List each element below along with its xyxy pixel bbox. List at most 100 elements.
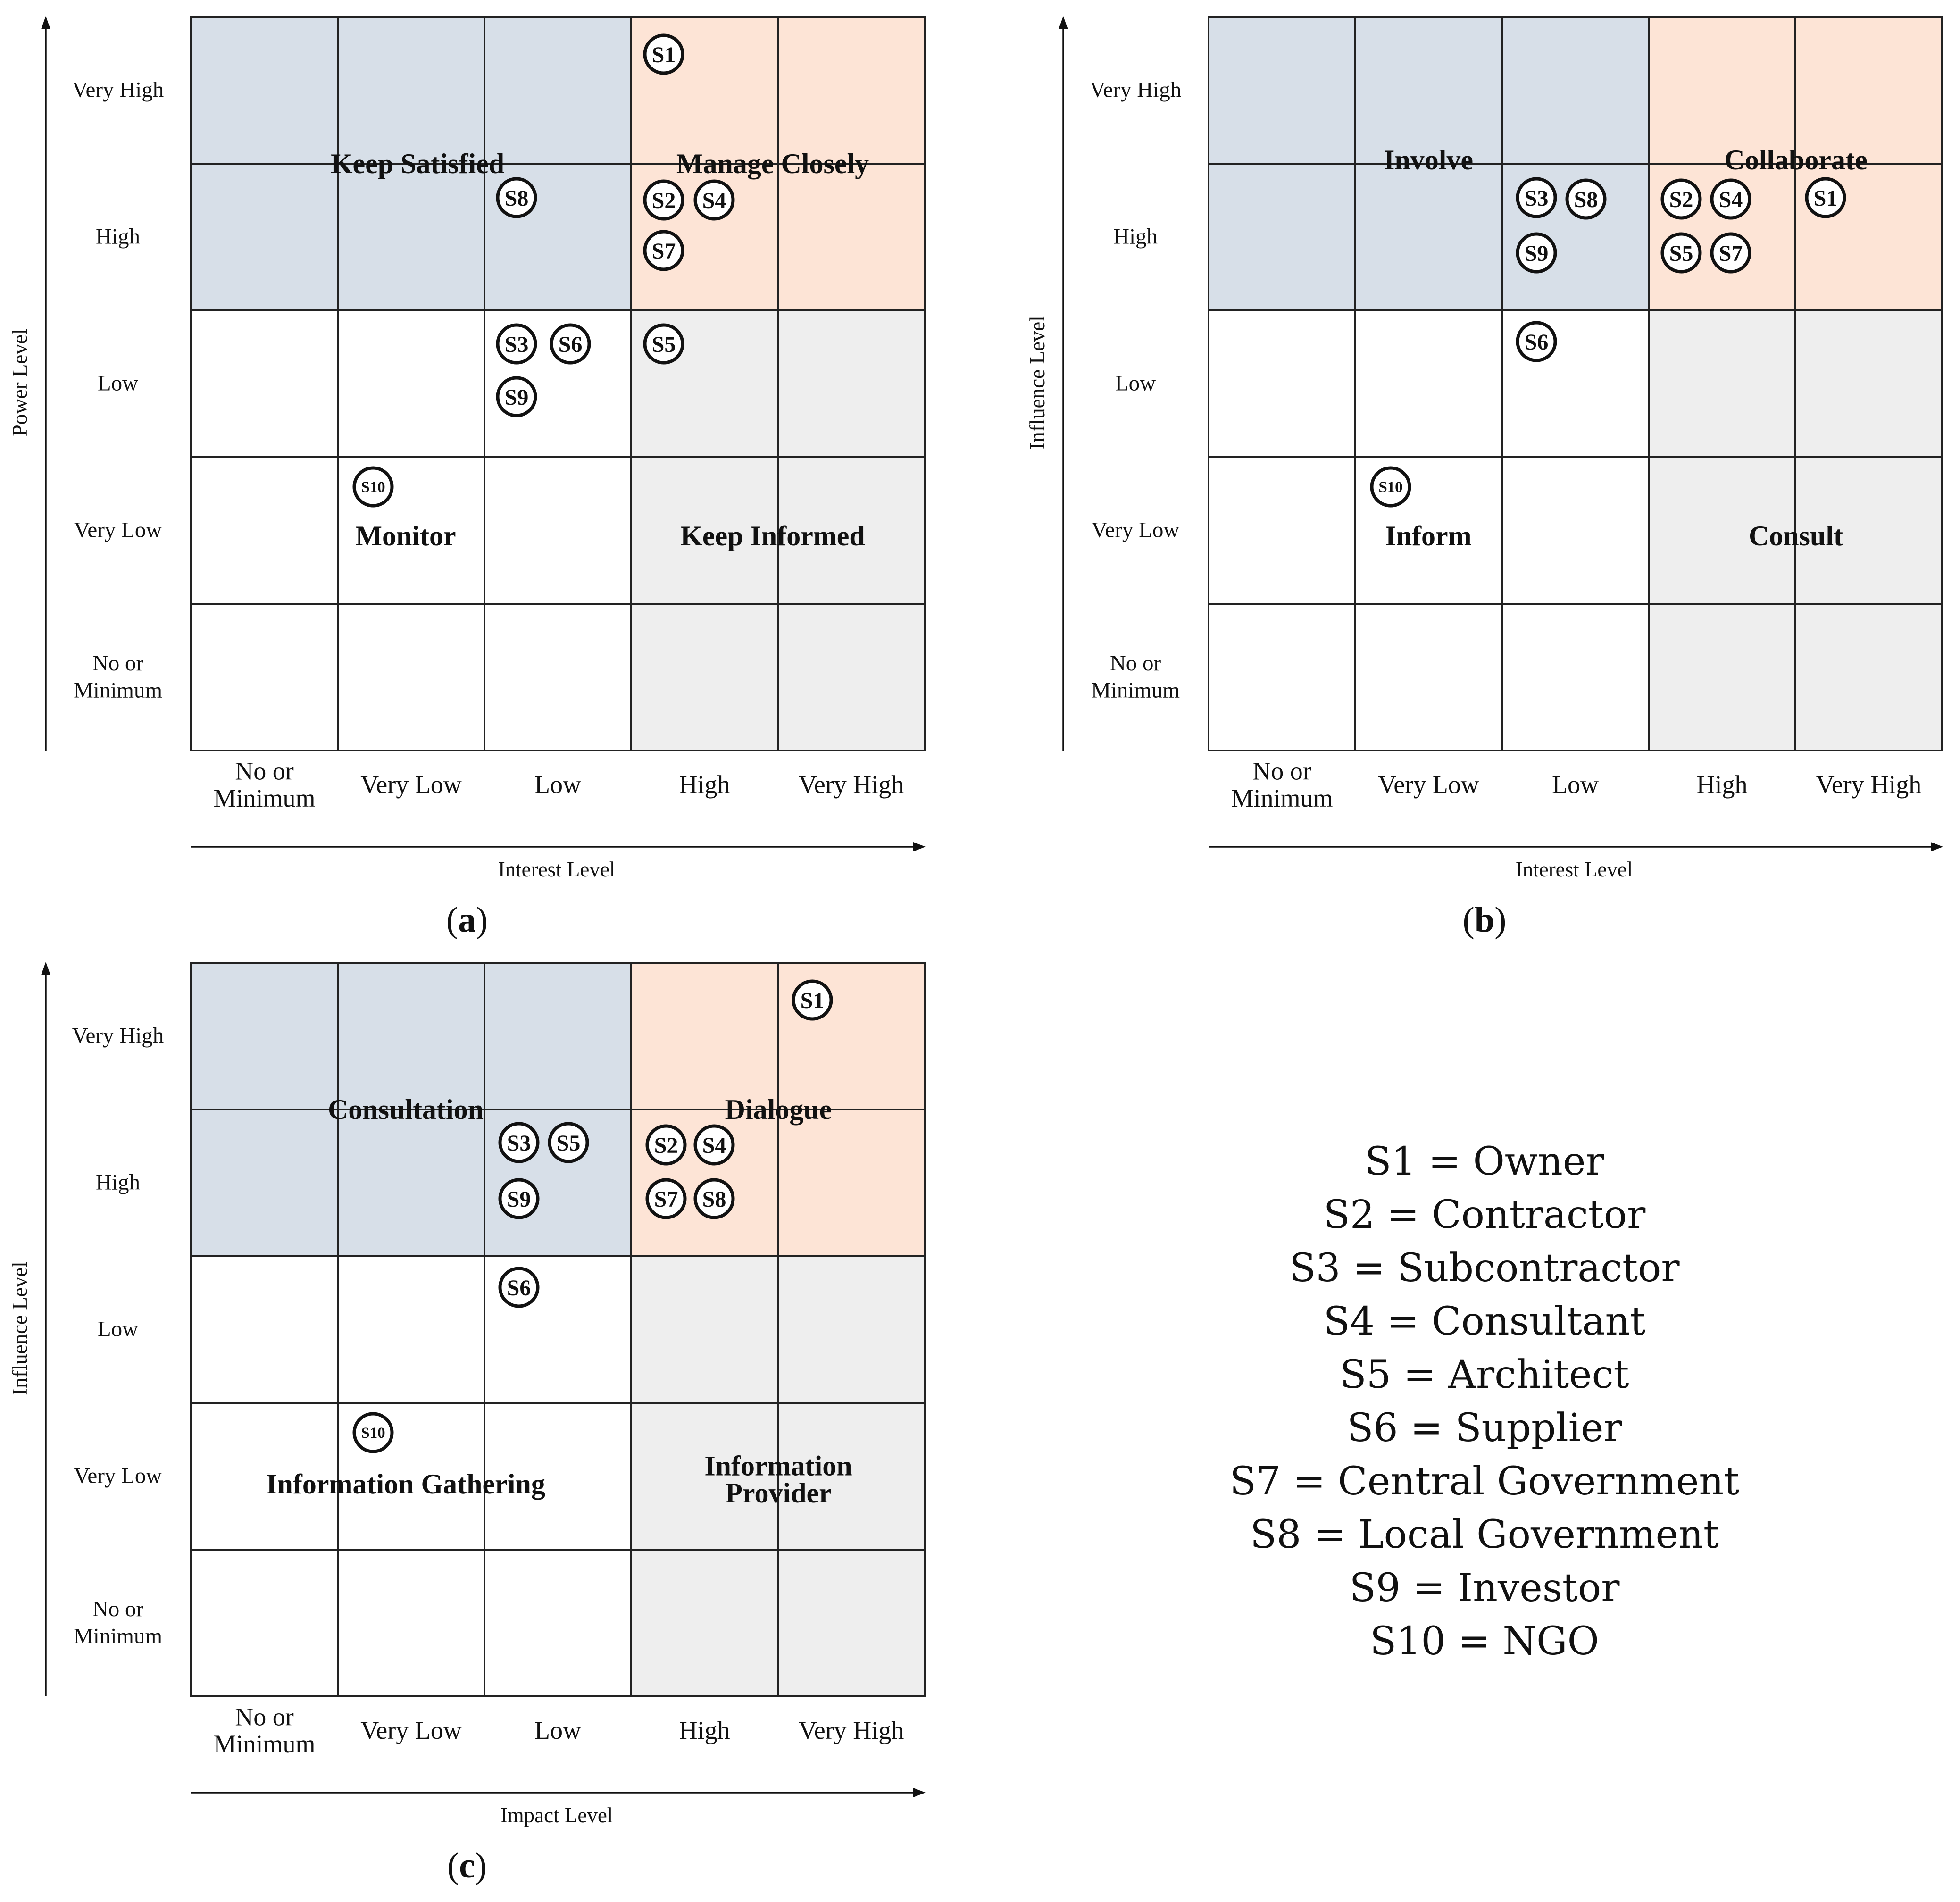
panel-caption: (b) xyxy=(1463,900,1507,940)
marker-label: S5 xyxy=(1669,241,1693,266)
marker-label: S2 xyxy=(1669,187,1693,212)
marker-label: S3 xyxy=(1525,186,1549,211)
matrix-cell xyxy=(1794,603,1943,751)
legend-item: S3 = Subcontractor xyxy=(1289,1246,1680,1291)
matrix-cell xyxy=(777,456,926,605)
legend-item: S10 = NGO xyxy=(1370,1619,1599,1664)
panel-c: Consultation Dialogue Information Gatherin… xyxy=(8,962,926,1885)
stakeholder-marker-s9: S9 xyxy=(496,376,537,417)
marker-label: S2 xyxy=(652,188,676,213)
marker-circle xyxy=(498,1267,540,1308)
marker-circle xyxy=(1805,177,1846,218)
zone-label: Information Provider xyxy=(704,1450,852,1509)
marker-circle xyxy=(693,1178,735,1219)
zone-label: Consultation xyxy=(328,1094,484,1125)
stakeholder-marker-s4: S4 xyxy=(1710,178,1751,220)
stakeholder-marker-s5: S5 xyxy=(643,323,684,365)
zone-label: Monitor xyxy=(355,520,456,551)
x-tick-label: Very Low xyxy=(1378,770,1479,799)
matrix-cell xyxy=(1501,603,1650,751)
matrix-cell xyxy=(484,16,632,165)
x-axis-title: Impact Level xyxy=(500,1803,613,1827)
x-tick-label: Low xyxy=(534,1716,581,1744)
matrix-cell xyxy=(190,1402,339,1551)
marker-circle xyxy=(1516,321,1557,362)
panel-a: Keep Satisfied Manage Closely Monitor Keep … xyxy=(8,16,926,940)
x-axis-arrowhead xyxy=(913,842,926,851)
y-tick-label: No or Minimum xyxy=(74,1597,162,1649)
y-tick-label: Low xyxy=(98,1317,138,1342)
y-tick-label: No or Minimum xyxy=(74,651,162,703)
matrix-cell xyxy=(1208,603,1356,751)
marker-label: S8 xyxy=(1574,187,1598,212)
matrix-cell xyxy=(484,456,632,605)
marker-circle xyxy=(645,1124,687,1166)
marker-label: S2 xyxy=(654,1133,678,1158)
stakeholder-marker-s3: S3 xyxy=(1516,177,1557,218)
matrix-cell xyxy=(777,1255,926,1404)
matrix-cell xyxy=(630,1549,779,1697)
matrix-cell xyxy=(337,163,485,311)
marker-label: S3 xyxy=(505,332,529,357)
stakeholder-marker-s6: S6 xyxy=(1516,321,1557,362)
marker-circle xyxy=(498,1122,540,1163)
matrix-cell xyxy=(630,1255,779,1404)
matrix-cell xyxy=(1354,309,1503,458)
zone-label: Consult xyxy=(1749,520,1843,551)
stakeholder-marker-s6: S6 xyxy=(550,323,591,365)
matrix-cell xyxy=(484,1549,632,1697)
zone-label: Information Gathering xyxy=(266,1468,545,1500)
y-tick-label: High xyxy=(1113,225,1158,249)
y-tick-label: Very High xyxy=(1090,78,1182,102)
marker-circle xyxy=(643,33,684,75)
y-tick-label: High xyxy=(96,225,140,249)
stakeholder-marker-s6: S6 xyxy=(498,1267,540,1308)
stakeholder-marker-s4: S4 xyxy=(693,179,735,221)
stakeholder-marker-s7: S7 xyxy=(1710,232,1751,274)
marker-label: S9 xyxy=(505,385,529,410)
stakeholder-marker-s1: S1 xyxy=(1805,177,1846,218)
marker-circle xyxy=(1710,232,1751,274)
y-tick-label: Low xyxy=(98,371,138,396)
zone-label: Manage Closely xyxy=(676,148,869,179)
x-tick-label: Very High xyxy=(1816,770,1921,799)
y-tick-label: Very Low xyxy=(1092,518,1180,542)
y-axis-arrowhead xyxy=(41,962,50,975)
legend-item: S4 = Consultant xyxy=(1324,1299,1646,1344)
zone-label: Involve xyxy=(1384,144,1473,175)
x-axis-title: Interest Level xyxy=(1516,858,1633,881)
x-tick-label: High xyxy=(1697,770,1748,799)
zone-label: Dialogue xyxy=(725,1094,832,1125)
marker-circle xyxy=(1370,466,1411,508)
stakeholder-marker-s3: S3 xyxy=(496,323,537,365)
matrix-cell xyxy=(630,603,779,751)
panel-caption-letter: b xyxy=(1475,900,1494,940)
stakeholder-marker-s1: S1 xyxy=(643,33,684,75)
y-tick-label: Very High xyxy=(72,78,164,102)
matrix-cell xyxy=(1354,603,1503,751)
matrix-cell xyxy=(1648,16,1796,165)
matrix-cell xyxy=(337,16,485,165)
marker-label: S8 xyxy=(505,186,529,211)
matrix-cell xyxy=(337,1109,485,1257)
marker-label: S10 xyxy=(361,479,385,496)
x-axis-title: Interest Level xyxy=(498,858,616,881)
marker-circle xyxy=(693,1124,735,1166)
x-tick-label: Very High xyxy=(799,1716,904,1744)
marker-label: S5 xyxy=(652,332,676,357)
stakeholder-marker-s8: S8 xyxy=(1565,178,1607,220)
matrix-cell xyxy=(630,1402,779,1551)
x-tick-label: No or Minimum xyxy=(213,1702,315,1758)
legend-item: S6 = Supplier xyxy=(1347,1406,1622,1451)
marker-circle xyxy=(645,1178,687,1219)
marker-label: S3 xyxy=(507,1131,531,1156)
matrix-cell xyxy=(777,309,926,458)
matrix-cell xyxy=(1208,163,1356,311)
legend-item: S5 = Architect xyxy=(1340,1352,1629,1397)
matrix-cell xyxy=(1354,163,1503,311)
panel-caption-letter: a xyxy=(458,900,476,940)
stakeholder-marker-s5: S5 xyxy=(1660,232,1702,274)
matrix-cell xyxy=(1354,16,1503,165)
stakeholder-marker-s2: S2 xyxy=(645,1124,687,1166)
